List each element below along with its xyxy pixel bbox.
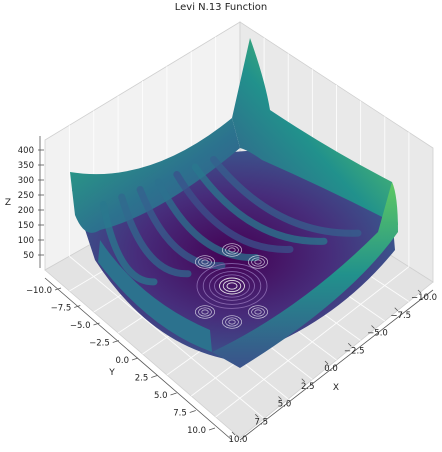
surface-ridge — [136, 186, 226, 270]
x-tick — [254, 413, 259, 418]
surface-ridge — [173, 171, 294, 253]
x-tick — [278, 396, 282, 400]
x-tick — [347, 342, 352, 347]
z-tick-label: 150 — [18, 221, 34, 231]
y-tick-label: −7.5 — [51, 304, 72, 314]
y-tick — [131, 357, 139, 361]
contour-ring — [225, 245, 239, 255]
contour-ring — [219, 277, 245, 295]
z-tick-labels: 400 350 300 250 200 150 100 50 — [18, 146, 44, 261]
y-tick — [74, 305, 81, 308]
x-tick-label: 2.5 — [301, 382, 315, 392]
surface-ridge — [155, 178, 260, 262]
y-tick-label: 10.0 — [187, 426, 206, 436]
z-tick-label: 200 — [18, 206, 34, 216]
contour-ring — [222, 315, 242, 329]
y-axis-label: Y — [108, 368, 115, 378]
y-tick — [189, 410, 196, 413]
z-axis-label: Z — [5, 198, 11, 208]
contour-lines — [195, 243, 268, 329]
z-tick-label: 50 — [23, 251, 34, 261]
contour-ring — [198, 307, 212, 317]
x-tick-label: −5.0 — [367, 329, 388, 339]
contour-ring — [254, 309, 262, 315]
contour-ring — [228, 319, 236, 325]
y-tick-label: 5.0 — [154, 391, 168, 401]
contour-ring — [228, 247, 236, 253]
contour-ring — [251, 257, 265, 267]
x-tick — [394, 307, 399, 312]
contour-ring — [201, 309, 209, 315]
contour-ring — [226, 282, 238, 290]
y-tick — [151, 375, 158, 378]
surface-ridge — [210, 156, 362, 237]
x-tick-label: −2.5 — [344, 346, 365, 356]
y-tick — [112, 340, 119, 343]
surface-ridge — [118, 193, 192, 278]
contour-ring — [201, 259, 209, 265]
surface-right-wall — [212, 182, 398, 368]
x-tick-label: 0.0 — [324, 364, 338, 374]
surface-ridge — [191, 163, 328, 245]
contour-ring — [214, 274, 250, 298]
x-tick-label: 10.0 — [229, 435, 248, 445]
x-tick-label: 5.0 — [278, 400, 292, 410]
z-tick-label: 400 — [18, 146, 34, 156]
x-tick — [417, 289, 422, 294]
y-tick-label: 0.0 — [115, 356, 129, 366]
x-axis-line — [239, 289, 434, 441]
x-tick-label: −7.5 — [390, 311, 411, 321]
contour-ring — [202, 267, 262, 305]
y-tick — [170, 392, 177, 396]
z-tick-label: 300 — [18, 176, 34, 186]
contour-ring — [248, 255, 268, 269]
contour-ring — [254, 259, 262, 265]
contour-ring — [209, 271, 255, 301]
surface-back-wall — [232, 38, 398, 225]
surface-plot — [70, 38, 398, 368]
contour-ring — [195, 255, 215, 269]
y-tick-labels: −10.0 −7.5 −5.0 −2.5 0.0 2.5 5.0 7.510.0 — [26, 286, 216, 436]
contour-ring — [225, 317, 239, 327]
contour-ring — [198, 257, 212, 267]
y-tick — [54, 287, 62, 291]
x-tick-label: −10.0 — [411, 293, 437, 303]
contour-ring — [196, 263, 268, 309]
z-tick-label: 350 — [18, 161, 34, 171]
x-tick — [231, 431, 236, 436]
x-tick-label: 7.5 — [254, 417, 268, 427]
x-tick — [324, 360, 329, 365]
contour-ring — [222, 279, 242, 293]
y-axis-line — [44, 277, 233, 441]
y-tick — [93, 322, 100, 326]
contour-ring — [195, 305, 215, 319]
contour-ring — [222, 243, 242, 257]
surface-ridge — [99, 201, 158, 286]
surface-front-lip — [98, 240, 212, 352]
grid-line — [215, 266, 410, 418]
y-tick-label: 7.5 — [173, 409, 187, 419]
x-tick-labels: 10.0 7.5 5.0 2.5 0.0 −2.5−5.0−7.5−10.0 — [229, 289, 437, 445]
x-axis-label: X — [333, 383, 339, 393]
x-tick — [371, 325, 375, 329]
y-tick-label: −5.0 — [70, 321, 91, 331]
y-tick-label: −10.0 — [26, 286, 52, 296]
y-tick-label: −2.5 — [89, 339, 110, 349]
contour-ring — [248, 305, 268, 319]
chart-title: Levi N.13 Function — [175, 2, 268, 13]
z-tick-label: 250 — [18, 191, 34, 201]
surface-left-wall — [70, 118, 240, 233]
z-tick-label: 100 — [18, 236, 34, 246]
contour-ring — [251, 307, 265, 317]
surface-ridges — [99, 156, 362, 286]
x-tick — [301, 378, 306, 383]
y-tick — [208, 427, 216, 431]
y-tick-label: 2.5 — [135, 374, 149, 384]
